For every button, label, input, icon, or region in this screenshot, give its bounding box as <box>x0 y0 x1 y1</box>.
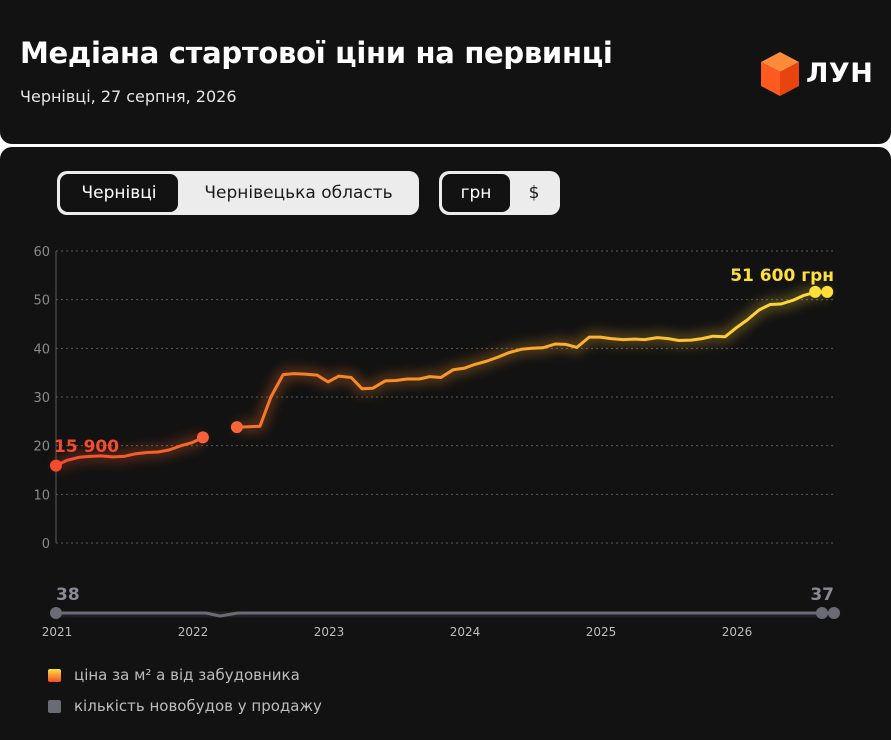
lun-logo[interactable]: ЛУН <box>758 50 878 98</box>
region-option-oblast[interactable]: Чернівецька область <box>204 183 393 203</box>
header: Медіана стартової ціни на первинці Черні… <box>0 0 891 144</box>
region-option-city[interactable]: Чернівці <box>60 174 178 212</box>
currency-option-usd[interactable]: $ <box>528 183 540 203</box>
legend-swatch-price <box>48 668 61 682</box>
legend-label-price: ціна за м² а від забудовника <box>74 666 300 684</box>
page-title: Медіана стартової ціни на первинці <box>20 36 613 70</box>
currency-option-uah[interactable]: грн <box>442 174 510 212</box>
legend-item-count: кількість новобудов у продажу <box>48 696 322 716</box>
logo-text: ЛУН <box>806 58 874 89</box>
currency-toggle: грн $ <box>439 171 560 215</box>
legend-swatch-count <box>48 699 61 713</box>
page-subtitle: Чернівці, 27 серпня, 2026 <box>20 87 237 106</box>
legend-item-price: ціна за м² а від забудовника <box>48 665 300 685</box>
region-toggle: Чернівці Чернівецька область <box>57 171 419 215</box>
cube-icon <box>761 52 799 96</box>
chart-panel <box>0 147 891 740</box>
legend-label-count: кількість новобудов у продажу <box>74 697 322 715</box>
